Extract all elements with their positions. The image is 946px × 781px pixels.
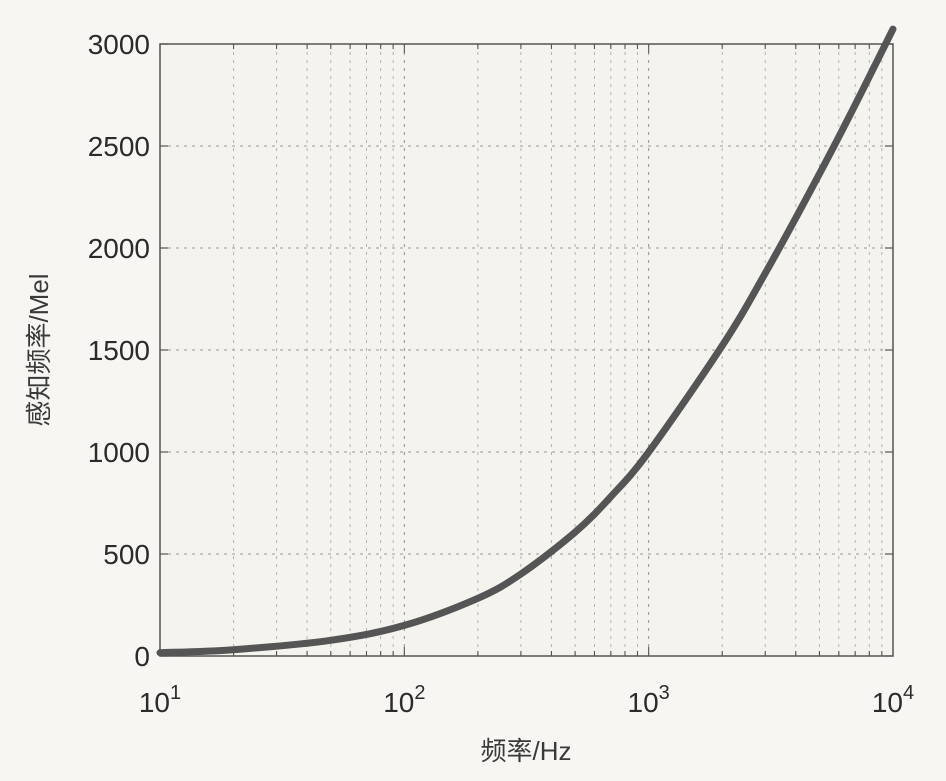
y-tick-label: 1000 (88, 437, 150, 468)
x-tick-labels: 101 102 103 104 (139, 682, 914, 718)
x-tick-label: 103 (628, 682, 670, 718)
y-tick-label: 500 (103, 539, 150, 570)
plot-area (160, 44, 893, 656)
y-tick-label: 2000 (88, 233, 150, 264)
y-tick-labels: 0 500 1000 1500 2000 2500 3000 (88, 29, 150, 672)
y-tick-label: 3000 (88, 29, 150, 60)
grid-lines (160, 44, 893, 656)
mel-curve (156, 25, 897, 657)
y-axis-title: 感知频率/Mel (24, 273, 54, 426)
y-tick-label: 1500 (88, 335, 150, 366)
x-tick-label: 102 (383, 682, 425, 718)
y-tick-label: 0 (134, 641, 150, 672)
x-tick-label: 101 (139, 682, 181, 718)
x-tick-label: 104 (872, 682, 914, 718)
x-axis-title: 频率/Hz (480, 736, 571, 766)
series-layer (156, 25, 897, 657)
y-tick-label: 2500 (88, 131, 150, 162)
